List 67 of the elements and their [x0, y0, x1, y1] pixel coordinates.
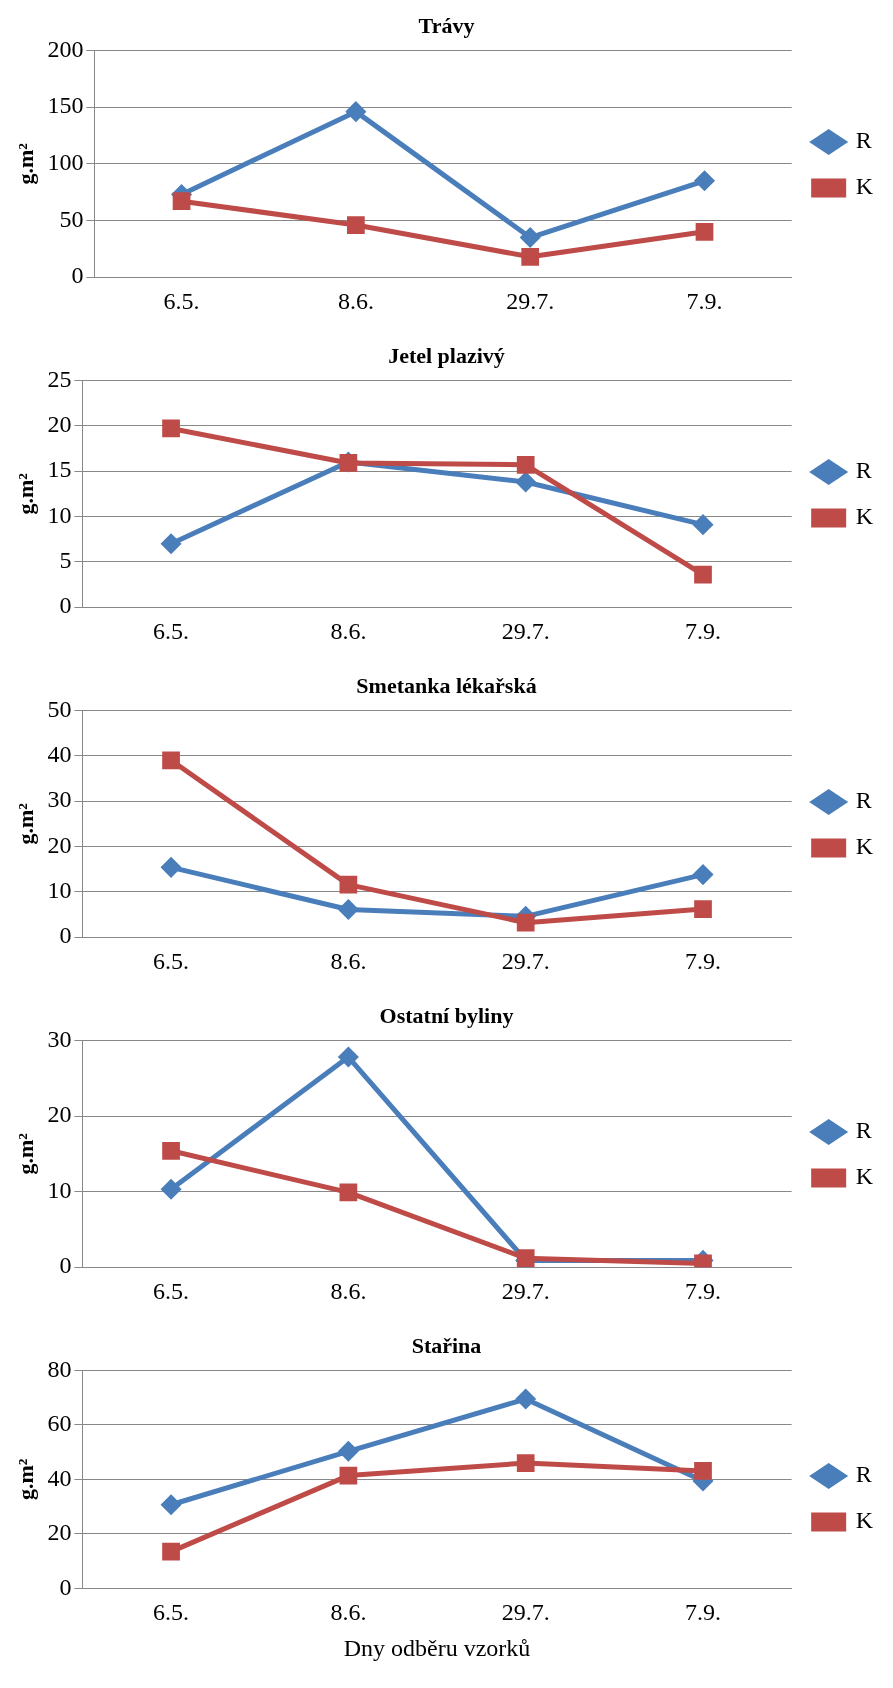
legend-label: K	[855, 833, 874, 860]
y-tick-label: 15	[47, 456, 72, 483]
y-tick-label: 10	[47, 877, 72, 904]
x-tick-label: 29.7.	[506, 287, 555, 314]
legend-label: R	[855, 1461, 872, 1488]
chart-title: Stařina	[411, 1332, 482, 1358]
x-tick-label: 29.7.	[501, 617, 550, 644]
x-tick-label: 29.7.	[501, 1277, 550, 1304]
x-tick-label: 29.7.	[501, 1599, 550, 1626]
y-tick-label: 5	[59, 547, 72, 574]
y-tick-label: 10	[47, 501, 72, 528]
x-tick-label: 6.5.	[153, 1277, 190, 1304]
x-tick-label: 8.6.	[337, 287, 374, 314]
y-tick-label: 10	[47, 1176, 72, 1203]
y-tick-label: 20	[47, 831, 72, 858]
y-axis-title: g.m²	[12, 472, 38, 515]
y-tick-label: 0	[71, 262, 84, 289]
legend-label: R	[855, 1117, 872, 1144]
x-tick-label: 29.7.	[501, 947, 550, 974]
legend-label: K	[855, 173, 874, 200]
y-tick-label: 0	[59, 1252, 72, 1279]
x-tick-label: 6.5.	[153, 1599, 190, 1626]
y-tick-label: 200	[47, 35, 84, 62]
y-tick-label: 0	[59, 922, 72, 949]
legend-label: K	[855, 1163, 874, 1190]
chart-title: Ostatní byliny	[379, 1002, 514, 1028]
x-tick-label: 7.9.	[685, 1277, 722, 1304]
chart-title: Smetanka lékařská	[356, 672, 537, 698]
y-tick-label: 150	[47, 92, 84, 119]
x-tick-label: 8.6.	[330, 1277, 367, 1304]
x-tick-label: 7.9.	[685, 947, 722, 974]
x-tick-label: 7.9.	[685, 617, 722, 644]
legend-label: K	[855, 1507, 874, 1534]
x-tick-label: 6.5.	[163, 287, 200, 314]
x-tick-label: 6.5.	[153, 617, 190, 644]
y-tick-label: 80	[47, 1355, 72, 1382]
y-tick-label: 20	[47, 411, 72, 438]
y-tick-label: 40	[47, 741, 72, 768]
legend-label: R	[855, 787, 872, 814]
y-tick-label: 40	[47, 1464, 72, 1491]
y-tick-label: 30	[47, 1025, 72, 1052]
x-tick-label: 7.9.	[686, 287, 723, 314]
legend-label: R	[855, 127, 872, 154]
legend-label: R	[855, 457, 872, 484]
x-tick-label: 8.6.	[330, 617, 367, 644]
y-tick-label: 30	[47, 786, 72, 813]
y-tick-label: 25	[47, 365, 72, 392]
y-tick-label: 60	[47, 1410, 72, 1437]
y-tick-label: 50	[47, 695, 72, 722]
x-tick-label: 6.5.	[153, 947, 190, 974]
y-tick-label: 0	[59, 1573, 72, 1600]
y-tick-label: 100	[47, 149, 84, 176]
y-tick-label: 20	[47, 1519, 72, 1546]
y-axis-title: g.m²	[12, 1132, 38, 1175]
y-tick-label: 20	[47, 1101, 72, 1128]
y-axis-title: g.m²	[12, 802, 38, 845]
x-tick-label: 8.6.	[330, 1599, 367, 1626]
x-tick-label: 7.9.	[685, 1599, 722, 1626]
y-tick-label: 0	[59, 592, 72, 619]
x-tick-label: 8.6.	[330, 947, 367, 974]
y-tick-label: 50	[59, 205, 84, 232]
chart-title: Trávy	[418, 12, 475, 38]
y-axis-title: g.m²	[12, 142, 38, 185]
x-axis-title: Dny odběru vzorků	[343, 1634, 531, 1661]
legend-label: K	[855, 503, 874, 530]
chart-title: Jetel plazivý	[388, 342, 505, 368]
y-axis-title: g.m²	[12, 1458, 38, 1501]
